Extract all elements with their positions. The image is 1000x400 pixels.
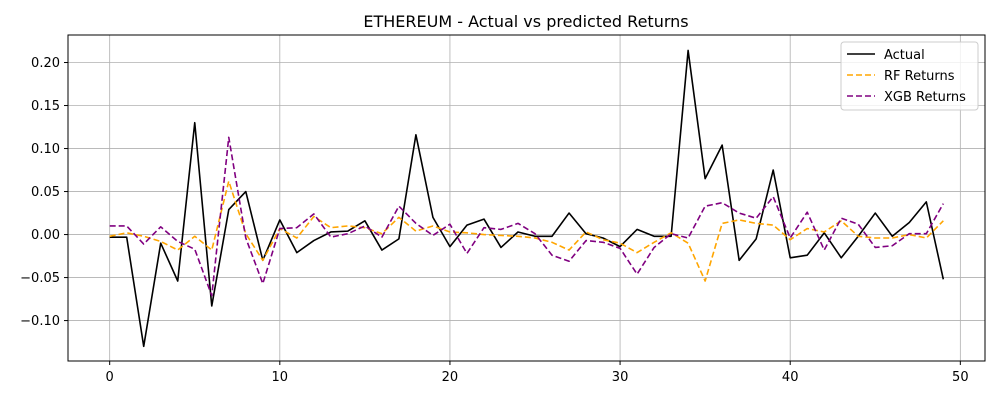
series-line-rf-returns bbox=[109, 180, 944, 282]
series-line-xgb-returns bbox=[109, 136, 945, 297]
y-tick-label: −0.10 bbox=[20, 314, 60, 329]
plot-frame bbox=[67, 34, 986, 362]
y-tick-label: −0.05 bbox=[20, 271, 60, 286]
x-tick-label: 30 bbox=[612, 370, 629, 385]
legend-label-xgb-returns: XGB Returns bbox=[884, 90, 966, 105]
y-tick-label: 0.00 bbox=[31, 228, 60, 243]
y-tick-label: 0.20 bbox=[31, 56, 60, 71]
series-layer bbox=[109, 49, 945, 348]
x-tick-label: 40 bbox=[782, 370, 799, 385]
legend-box bbox=[840, 41, 979, 111]
legend: Actual RF Returns XGB Returns bbox=[840, 41, 979, 111]
y-tick-label: 0.15 bbox=[31, 99, 60, 114]
y-tick-label: 0.10 bbox=[31, 142, 60, 157]
legend-label-actual: Actual bbox=[884, 48, 925, 63]
x-tick-label: 20 bbox=[442, 370, 459, 385]
legend-label-rf-returns: RF Returns bbox=[884, 69, 955, 84]
x-tick-label: 50 bbox=[952, 370, 969, 385]
grid-layer bbox=[68, 35, 985, 361]
x-tick-label: 0 bbox=[106, 370, 114, 385]
chart-title: ETHEREUM - Actual vs predicted Returns bbox=[363, 12, 688, 31]
x-tick-label: 10 bbox=[272, 370, 289, 385]
tick-layer: 0 10 20 30 40 50 −0.10 −0.05 0.00 0.05 0.10 0.15 0.2… bbox=[20, 56, 968, 385]
series-line-actual bbox=[109, 49, 945, 348]
y-tick-label: 0.05 bbox=[31, 185, 60, 200]
